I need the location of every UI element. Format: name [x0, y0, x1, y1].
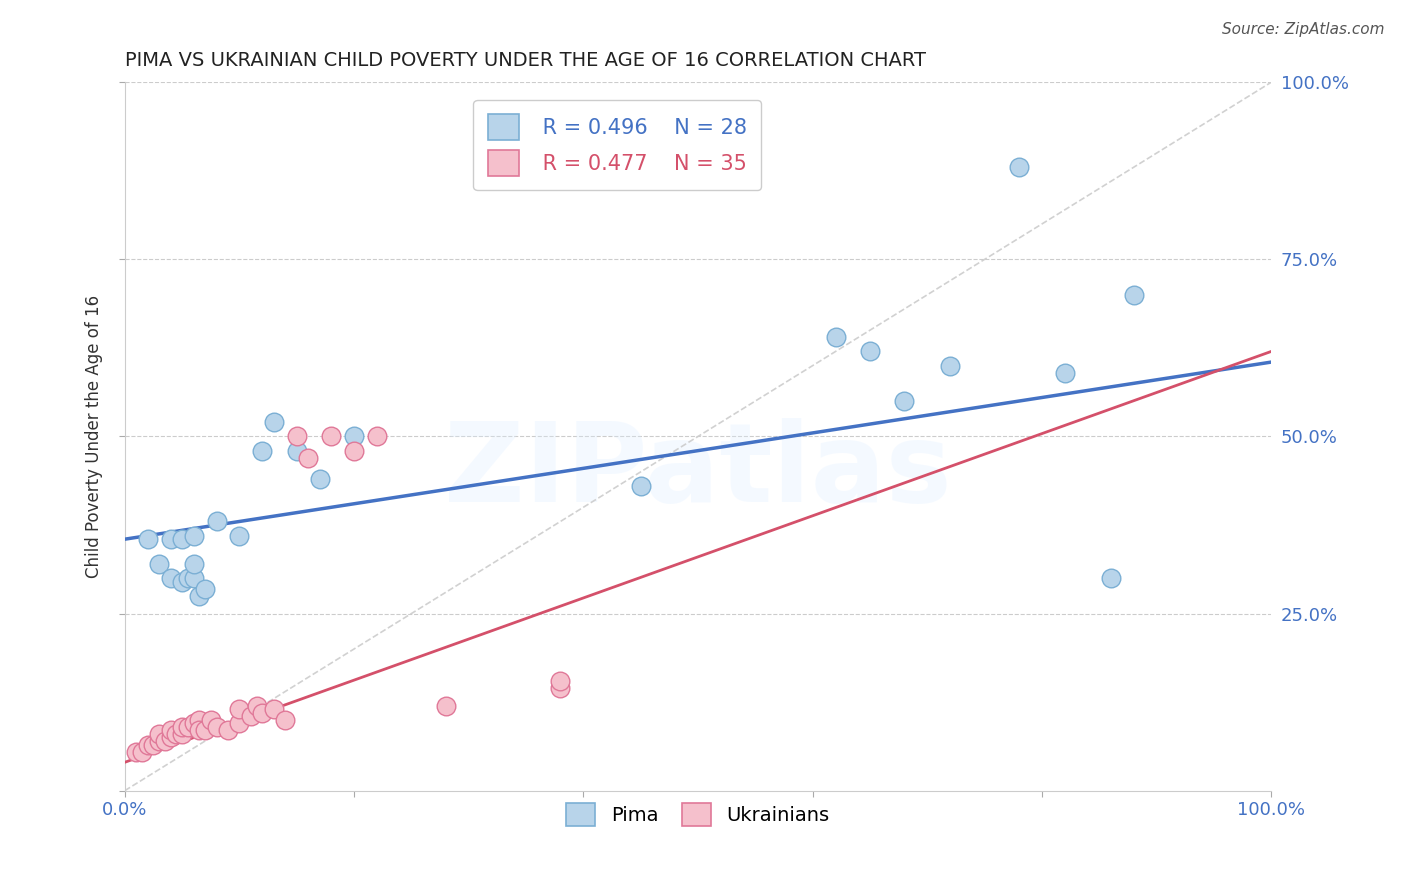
Point	[859, 344, 882, 359]
Point	[125, 745, 148, 759]
Point	[366, 429, 388, 443]
Point	[343, 429, 366, 443]
Point	[308, 472, 330, 486]
Text: Source: ZipAtlas.com: Source: ZipAtlas.com	[1222, 22, 1385, 37]
Point	[1008, 161, 1031, 175]
Point	[188, 589, 211, 603]
Point	[159, 731, 181, 745]
Point	[165, 727, 187, 741]
Point	[177, 571, 200, 585]
Point	[136, 532, 159, 546]
Point	[939, 359, 962, 373]
Point	[297, 450, 319, 465]
Point	[183, 571, 205, 585]
Point	[148, 727, 170, 741]
Point	[183, 557, 205, 571]
Point	[239, 709, 262, 723]
Point	[177, 720, 200, 734]
Point	[194, 723, 217, 738]
Y-axis label: Child Poverty Under the Age of 16: Child Poverty Under the Age of 16	[86, 295, 103, 578]
Point	[205, 720, 228, 734]
Point	[159, 532, 181, 546]
Point	[153, 734, 176, 748]
Point	[550, 673, 572, 688]
Point	[228, 528, 250, 542]
Point	[274, 713, 297, 727]
Point	[136, 738, 159, 752]
Point	[131, 745, 153, 759]
Point	[228, 702, 250, 716]
Point	[148, 734, 170, 748]
Point	[200, 713, 222, 727]
Point	[285, 443, 308, 458]
Point	[194, 582, 217, 596]
Point	[172, 574, 194, 589]
Point	[252, 706, 274, 720]
Point	[172, 720, 194, 734]
Point	[183, 528, 205, 542]
Point	[893, 394, 915, 409]
Point	[263, 415, 285, 429]
Point	[285, 429, 308, 443]
Point	[321, 429, 343, 443]
Point	[183, 716, 205, 731]
Point	[159, 723, 181, 738]
Point	[1099, 571, 1122, 585]
Point	[148, 557, 170, 571]
Point	[217, 723, 239, 738]
Point	[824, 330, 846, 344]
Point	[550, 681, 572, 695]
Point	[1053, 366, 1076, 380]
Point	[188, 723, 211, 738]
Point	[188, 713, 211, 727]
Point	[159, 571, 181, 585]
Point	[343, 443, 366, 458]
Point	[142, 738, 165, 752]
Point	[434, 698, 457, 713]
Text: PIMA VS UKRAINIAN CHILD POVERTY UNDER THE AGE OF 16 CORRELATION CHART: PIMA VS UKRAINIAN CHILD POVERTY UNDER TH…	[125, 51, 925, 70]
Point	[172, 727, 194, 741]
Point	[246, 698, 269, 713]
Point	[1122, 288, 1144, 302]
Point	[172, 532, 194, 546]
Point	[630, 479, 652, 493]
Point	[205, 515, 228, 529]
Legend: Pima, Ukrainians: Pima, Ukrainians	[558, 795, 838, 834]
Text: ZIPatlas: ZIPatlas	[444, 418, 952, 525]
Point	[252, 443, 274, 458]
Point	[263, 702, 285, 716]
Point	[228, 716, 250, 731]
